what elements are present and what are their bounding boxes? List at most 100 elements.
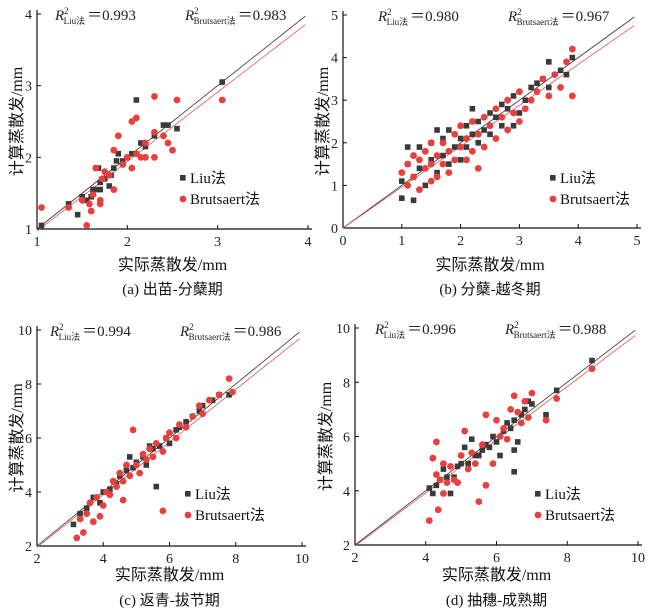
point-liu xyxy=(446,127,452,133)
point-brutsaert xyxy=(503,435,511,443)
r2-symbol: R xyxy=(49,324,59,340)
point-liu xyxy=(463,122,470,129)
point-liu xyxy=(399,195,405,201)
point-brutsaert xyxy=(475,498,483,505)
point-liu xyxy=(498,101,505,108)
point-liu xyxy=(434,169,440,176)
point-brutsaert xyxy=(142,153,149,161)
x-tick-label: 4 xyxy=(422,551,429,566)
r2-value: ＝0.988 xyxy=(558,322,607,338)
point-brutsaert xyxy=(76,515,84,523)
point-brutsaert xyxy=(516,88,523,96)
point-liu xyxy=(511,468,517,475)
legend-label: Liu法 xyxy=(545,486,581,503)
legend-label: Brutsaert法 xyxy=(560,191,630,208)
y-tick-label: 5 xyxy=(331,9,338,24)
point-brutsaert xyxy=(218,96,226,104)
point-brutsaert xyxy=(86,499,94,507)
point-liu xyxy=(416,165,423,172)
point-liu xyxy=(511,417,517,424)
r2-label-liu: R2 Liu法 ＝0.994 xyxy=(49,322,131,342)
x-tick-label: 2 xyxy=(457,234,464,249)
point-liu xyxy=(522,97,529,103)
point-liu xyxy=(447,490,454,497)
x-tick-label: 1 xyxy=(398,234,405,249)
legend-label: Liu法 xyxy=(560,170,596,187)
r2-value: ＝0.983 xyxy=(238,8,287,24)
r2-superscript: 2 xyxy=(64,6,69,16)
point-liu xyxy=(487,131,493,138)
r2-superscript: 2 xyxy=(517,7,522,17)
legend-marker-liu xyxy=(535,491,541,497)
point-brutsaert xyxy=(151,128,158,136)
point-brutsaert xyxy=(427,160,435,168)
point-brutsaert xyxy=(457,452,465,459)
point-liu xyxy=(483,441,489,448)
point-liu xyxy=(534,80,540,86)
point-brutsaert xyxy=(416,156,423,164)
point-liu xyxy=(38,222,45,229)
point-liu xyxy=(507,425,514,432)
x-tick-label: 2 xyxy=(352,551,359,566)
point-liu xyxy=(430,490,436,497)
point-brutsaert xyxy=(164,139,172,147)
point-brutsaert xyxy=(38,204,45,211)
point-brutsaert xyxy=(439,160,447,168)
point-liu xyxy=(110,165,117,171)
r2-value: ＝0.986 xyxy=(233,324,282,340)
point-brutsaert xyxy=(468,449,476,457)
point-liu xyxy=(226,392,232,398)
point-liu xyxy=(151,133,158,139)
point-brutsaert xyxy=(215,391,223,399)
point-brutsaert xyxy=(146,445,154,453)
point-liu xyxy=(446,161,452,167)
point-brutsaert xyxy=(421,164,429,172)
point-brutsaert xyxy=(482,411,490,419)
legend-label: Liu法 xyxy=(195,486,231,503)
point-liu xyxy=(97,186,104,193)
point-liu xyxy=(70,521,77,528)
point-brutsaert xyxy=(551,71,559,79)
point-brutsaert xyxy=(500,424,507,432)
point-liu xyxy=(510,93,517,99)
point-brutsaert xyxy=(521,397,529,405)
point-brutsaert xyxy=(474,164,482,172)
point-liu xyxy=(133,97,140,103)
y-axis-label: 计算蒸散发/mm xyxy=(313,66,332,176)
x-tick-label: 0 xyxy=(340,234,347,249)
point-liu xyxy=(90,186,96,193)
x-tick-label: 5 xyxy=(634,234,641,249)
point-brutsaert xyxy=(496,433,504,440)
point-liu xyxy=(457,135,464,142)
point-brutsaert xyxy=(126,472,134,480)
point-liu xyxy=(510,122,517,129)
point-brutsaert xyxy=(451,130,459,138)
point-brutsaert xyxy=(159,507,167,515)
point-brutsaert xyxy=(498,113,506,121)
point-brutsaert xyxy=(65,204,73,211)
point-brutsaert xyxy=(123,461,130,469)
r2-symbol: R xyxy=(507,9,517,25)
r2-value: ＝0.993 xyxy=(87,8,136,24)
point-brutsaert xyxy=(463,156,470,164)
r2-subscript: Liu法 xyxy=(387,16,409,27)
x-axis-label: 实际蒸散发/mm xyxy=(115,566,225,584)
point-liu xyxy=(196,408,203,414)
point-brutsaert xyxy=(225,375,233,382)
point-brutsaert xyxy=(398,169,406,177)
point-liu xyxy=(174,125,180,132)
point-brutsaert xyxy=(421,147,429,155)
point-liu xyxy=(504,105,511,112)
x-axis-label: 实际蒸散发/mm xyxy=(442,566,552,584)
point-brutsaert xyxy=(468,118,476,125)
r2-value: ＝0.980 xyxy=(410,9,459,25)
point-brutsaert xyxy=(79,529,87,536)
point-liu xyxy=(529,401,535,407)
point-brutsaert xyxy=(195,402,203,409)
point-brutsaert xyxy=(96,512,104,520)
point-liu xyxy=(465,460,471,467)
r2-superscript: 2 xyxy=(387,7,392,17)
